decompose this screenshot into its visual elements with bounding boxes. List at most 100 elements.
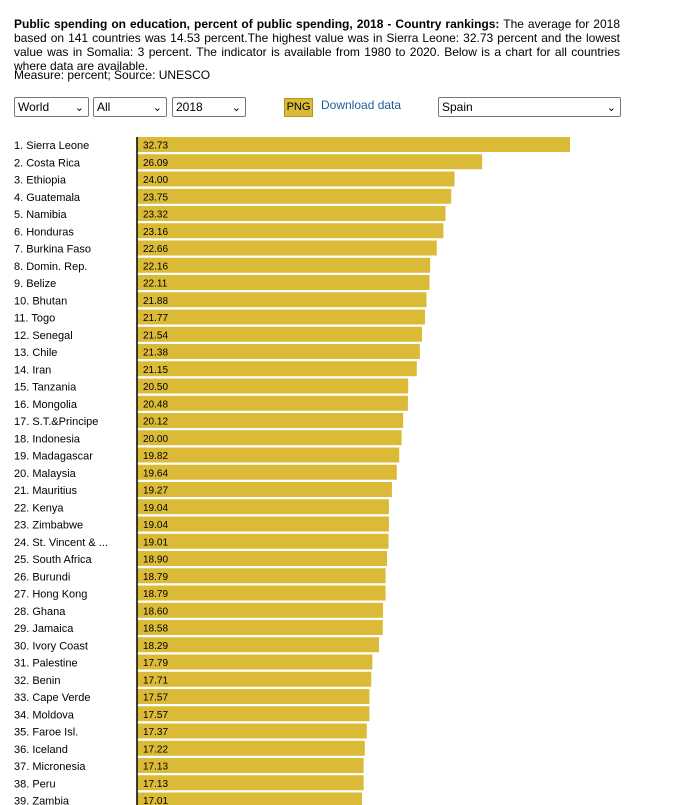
category-label: 17. S.T.&Principe: [14, 416, 98, 428]
bar: [137, 585, 386, 601]
category-label: 13. Chile: [14, 347, 57, 359]
value-label: 17.13: [143, 779, 168, 790]
bar: [137, 223, 444, 239]
download-data-link[interactable]: Download data: [321, 98, 402, 112]
value-label: 22.11: [143, 279, 168, 290]
category-label: 19. Madagascar: [14, 451, 93, 463]
value-label: 17.57: [143, 710, 168, 721]
chevron-down-icon: ⌄: [231, 102, 241, 114]
value-label: 23.32: [143, 210, 168, 221]
category-label: 36. Iceland: [14, 744, 68, 756]
value-label: 20.50: [143, 382, 168, 393]
year-value: 2018: [176, 100, 203, 114]
value-label: 17.57: [143, 693, 168, 704]
value-label: 18.58: [143, 624, 168, 635]
value-label: 24.00: [143, 175, 168, 186]
bar: [137, 240, 437, 256]
value-label: 32.73: [143, 141, 168, 152]
category-label: 28. Ghana: [14, 606, 66, 618]
bar: [137, 171, 455, 187]
region-select[interactable]: World ⌄: [14, 97, 89, 117]
bar: [137, 447, 400, 463]
category-label: 4. Guatemala: [14, 192, 81, 204]
bar: [137, 413, 404, 428]
group-value: All: [97, 100, 111, 114]
category-label: 34. Moldova: [14, 709, 75, 721]
page-title: Public spending on education, percent of…: [14, 17, 500, 31]
bar: [137, 257, 431, 273]
value-label: 21.54: [143, 330, 168, 341]
category-label: 32. Benin: [14, 675, 60, 687]
category-label: 18. Indonesia: [14, 433, 81, 445]
category-label: 29. Jamaica: [14, 623, 74, 635]
png-button[interactable]: PNG: [284, 98, 313, 117]
category-label: 21. Mauritius: [14, 485, 77, 497]
category-label: 38. Peru: [14, 778, 56, 790]
value-label: 20.12: [143, 417, 168, 428]
value-label: 19.82: [143, 451, 168, 462]
bar: [137, 137, 570, 152]
bar: [137, 602, 384, 618]
category-label: 39. Zambia: [14, 796, 70, 805]
bar: [137, 326, 422, 342]
value-label: 19.01: [143, 537, 168, 548]
value-label: 21.15: [143, 365, 168, 376]
value-label: 18.79: [143, 572, 168, 583]
category-label: 3. Ethiopia: [14, 175, 67, 187]
bar: [137, 620, 383, 635]
value-label: 26.09: [143, 158, 168, 169]
bar: [137, 775, 364, 791]
category-label: 24. St. Vincent & ...: [14, 537, 108, 549]
category-label: 14. Iran: [14, 364, 51, 376]
category-label: 10. Bhutan: [14, 295, 67, 307]
category-label: 1. Sierra Leone: [14, 140, 89, 152]
category-label: 27. Hong Kong: [14, 589, 87, 601]
value-label: 23.75: [143, 192, 168, 203]
bar: [137, 395, 408, 411]
category-label: 33. Cape Verde: [14, 692, 90, 704]
value-label: 17.79: [143, 658, 168, 669]
bar: [137, 430, 402, 446]
value-label: 20.00: [143, 434, 168, 445]
value-label: 17.71: [143, 675, 168, 686]
bar: [137, 637, 379, 653]
value-label: 20.48: [143, 399, 168, 410]
bar: [137, 551, 388, 566]
country-select[interactable]: Spain ⌄: [438, 97, 621, 117]
value-label: 17.13: [143, 762, 168, 773]
value-label: 18.60: [143, 606, 168, 617]
category-label: 15. Tanzania: [14, 382, 77, 394]
category-label: 22. Kenya: [14, 502, 64, 514]
value-label: 17.22: [143, 744, 168, 755]
category-label: 30. Ivory Coast: [14, 640, 88, 652]
bar: [137, 154, 483, 170]
chart-description: Public spending on education, percent of…: [14, 17, 620, 73]
country-value: Spain: [442, 100, 473, 114]
group-select[interactable]: All ⌄: [93, 97, 167, 117]
value-label: 21.38: [143, 348, 168, 359]
value-label: 23.16: [143, 227, 168, 238]
value-label: 18.29: [143, 641, 168, 652]
bar: [137, 723, 367, 739]
category-label: 23. Zimbabwe: [14, 520, 83, 532]
bar: [137, 188, 452, 204]
controls-bar: World ⌄ All ⌄ 2018 ⌄ PNG Download data S…: [14, 97, 621, 117]
bar: [137, 464, 397, 480]
bar: [137, 533, 389, 549]
bar: [137, 758, 364, 773]
category-label: 35. Faroe Isl.: [14, 727, 78, 739]
category-label: 26. Burundi: [14, 571, 70, 583]
value-label: 21.88: [143, 296, 168, 307]
category-label: 25. South Africa: [14, 554, 93, 566]
year-select[interactable]: 2018 ⌄: [172, 97, 246, 117]
category-label: 20. Malaysia: [14, 468, 77, 480]
bar: [137, 309, 426, 325]
value-label: 19.27: [143, 486, 168, 497]
measure-source: Measure: percent; Source: UNESCO: [14, 68, 211, 82]
bar: [137, 378, 409, 394]
value-label: 19.64: [143, 468, 168, 479]
value-label: 17.01: [143, 796, 168, 805]
bar: [137, 568, 386, 584]
value-label: 18.79: [143, 589, 168, 600]
